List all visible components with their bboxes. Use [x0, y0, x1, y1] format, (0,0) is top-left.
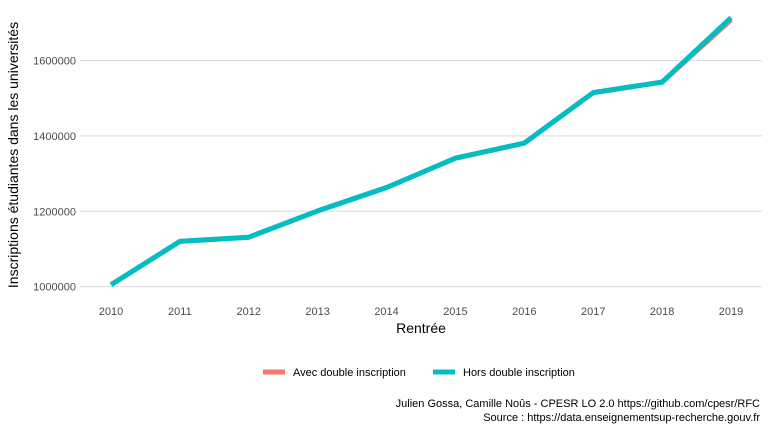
- x-tick-label: 2018: [650, 306, 674, 318]
- x-tick-label: 2017: [581, 306, 605, 318]
- y-tick-label: 1400000: [33, 131, 76, 143]
- x-tick-label: 2011: [168, 306, 192, 318]
- x-tick-label: 2019: [719, 306, 743, 318]
- y-axis-ticks: 1000000 1200000 1400000 1600000: [33, 56, 76, 294]
- x-tick-label: 2013: [305, 306, 329, 318]
- x-tick-label: 2014: [374, 306, 398, 318]
- x-axis-title: Rentrée: [396, 320, 446, 336]
- y-tick-label: 1600000: [33, 56, 76, 68]
- y-tick-label: 1000000: [33, 282, 76, 294]
- legend: Avec double inscription Hors double insc…: [263, 367, 575, 379]
- x-axis-ticks: 2010 2011 2012 2013 2014 2015 2016 2017 2018 2019: [99, 306, 743, 318]
- series-lines: [109, 15, 733, 287]
- series-line-avec-double-inscription: [109, 18, 733, 287]
- grid-lines: [80, 60, 762, 288]
- x-tick-label: 2015: [443, 306, 467, 318]
- caption-credits: Julien Gossa, Camille Noûs - CPESR LO 2.…: [396, 398, 760, 410]
- caption-source: Source : https://data.enseignementsup-re…: [483, 412, 760, 424]
- legend-label-avec-double-inscription: Avec double inscription: [293, 367, 406, 379]
- y-tick-label: 1200000: [33, 206, 76, 218]
- legend-label-hors-double-inscription: Hors double inscription: [463, 367, 575, 379]
- y-axis-title: Inscriptions étudiantes dans les univers…: [5, 22, 21, 288]
- x-tick-label: 2010: [99, 306, 123, 318]
- x-tick-label: 2016: [512, 306, 536, 318]
- x-tick-label: 2012: [237, 306, 261, 318]
- series-line-hors-double-inscription: [109, 15, 733, 287]
